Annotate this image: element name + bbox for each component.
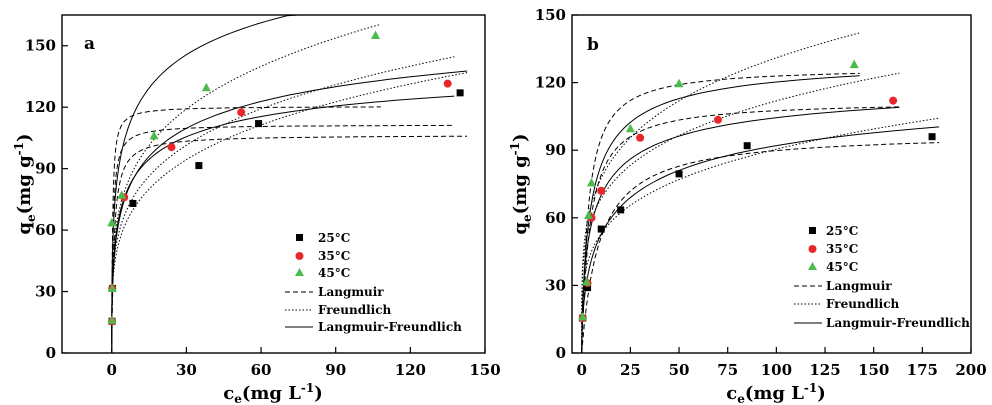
legend-a-label-freundlich: Freundlich <box>318 303 392 317</box>
data-point-35c <box>597 186 606 195</box>
legend-b-label-langmuir: Langmuir <box>826 279 892 293</box>
langmuir-freundlich-fit-curve <box>111 95 455 349</box>
legend-a-label-25: 25°C <box>318 231 350 245</box>
data-point-45c <box>117 190 127 199</box>
legend-a-label-langmuir: Langmuir <box>318 285 384 299</box>
data-point-25c <box>597 225 605 233</box>
legend-b-marker-35 <box>808 245 817 253</box>
data-point-45c <box>149 130 159 140</box>
panel-b-x-axis-label: ce(mg L-1) <box>726 381 826 405</box>
y-tick-label: 120 <box>25 98 56 116</box>
data-point-25c <box>928 133 936 141</box>
data-point-35c <box>889 96 898 105</box>
y-tick-label: 30 <box>35 283 56 301</box>
legend-b-label-freundlich: Freundlich <box>826 297 900 311</box>
legend-b-label-35: 35°C <box>826 242 858 256</box>
x-tick-label: 150 <box>469 361 500 379</box>
x-tick-label: 125 <box>809 361 840 379</box>
data-point-25c <box>617 206 625 214</box>
data-point-45c <box>586 177 596 187</box>
data-point-35c <box>443 79 452 88</box>
y-tick-label: 90 <box>35 160 56 178</box>
data-point-45c <box>371 30 381 39</box>
freundlich-fit-curve <box>581 72 900 335</box>
data-point-45c <box>578 311 588 321</box>
panel-b: b 0 25 50 75 100 125 150 175 200 0 30 60 90 120 150 qe… <box>508 6 987 405</box>
data-point-25c <box>675 170 683 178</box>
freundlich-fit-curve <box>111 72 468 339</box>
data-point-25c <box>195 162 203 170</box>
y-tick-label: 60 <box>35 221 56 239</box>
data-point-35c <box>237 108 246 117</box>
data-point-25c <box>255 120 263 128</box>
data-point-45c <box>107 283 117 292</box>
legend-a-marker-45 <box>295 268 304 276</box>
y-tick-label: 60 <box>545 209 566 227</box>
panel-a-label: a <box>84 34 95 54</box>
legend-b-label-25: 25°C <box>826 224 858 238</box>
panel-b-plot-frame <box>571 14 972 354</box>
y-tick-label: 150 <box>25 37 56 55</box>
x-tick-label: 200 <box>955 361 986 379</box>
x-tick-label: 100 <box>761 361 792 379</box>
y-tick-label: 0 <box>556 344 566 362</box>
panel-b-legend: 25°C 35°C 45°C Langmuir Freundlich Langm… <box>794 224 970 330</box>
legend-b-marker-25 <box>809 227 816 234</box>
x-tick-label: 0 <box>107 361 117 379</box>
legend-a-label-lf: Langmuir-Freundlich <box>318 320 462 334</box>
legend-b-label-45: 45°C <box>826 260 858 274</box>
legend-a-marker-25 <box>296 234 303 241</box>
data-point-45c <box>849 59 859 69</box>
langmuir-freundlich-fit-curve <box>111 14 381 343</box>
x-tick-label: 120 <box>395 361 426 379</box>
y-tick-label: 120 <box>535 74 566 92</box>
data-point-45c <box>107 315 117 324</box>
legend-a-marker-35 <box>295 252 304 260</box>
data-point-45c <box>582 277 592 286</box>
legend-a-label-45: 45°C <box>318 266 350 280</box>
panel-a-x-axis-label: ce(mg L-1) <box>223 381 323 405</box>
data-point-25c <box>129 199 137 207</box>
legend-b-label-lf: Langmuir-Freundlich <box>826 316 970 330</box>
data-point-35c <box>167 143 176 152</box>
legend-b-marker-45 <box>808 262 817 270</box>
x-tick-label: 25 <box>620 361 641 379</box>
data-point-25c <box>584 284 592 292</box>
data-point-45c <box>107 217 117 227</box>
panel-a-y-axis-label: qe(mg g-1) <box>12 133 38 234</box>
x-tick-label: 50 <box>669 361 690 379</box>
panel-a-legend: 25°C 35°C 45°C Langmuir Freundlich Langm… <box>285 231 462 334</box>
y-tick-label: 0 <box>46 344 56 362</box>
panel-b-label: b <box>587 35 599 55</box>
data-point-45c <box>625 123 635 133</box>
y-tick-label: 30 <box>545 276 566 294</box>
data-point-45c <box>584 210 594 220</box>
panel-b-y-axis-label: qe(mg g-1) <box>508 133 534 234</box>
data-point-25c <box>456 89 464 97</box>
legend-a-label-35: 35°C <box>318 249 350 263</box>
x-tick-label: 30 <box>176 361 197 379</box>
langmuir-fit-curve <box>111 124 455 353</box>
data-point-45c <box>201 82 211 92</box>
x-tick-label: 0 <box>577 361 587 379</box>
data-point-25c <box>743 142 751 150</box>
x-tick-label: 75 <box>717 361 738 379</box>
data-point-45c <box>674 78 684 88</box>
freundlich-fit-curve <box>111 56 455 337</box>
data-point-35c <box>636 133 645 142</box>
x-tick-label: 90 <box>325 361 346 379</box>
x-tick-label: 60 <box>251 361 272 379</box>
y-tick-label: 150 <box>535 6 566 24</box>
langmuir-freundlich-fit-curve <box>111 70 468 348</box>
x-tick-label: 150 <box>858 361 889 379</box>
y-tick-label: 90 <box>545 141 566 159</box>
langmuir-freundlich-fit-curve <box>581 75 860 353</box>
panel-a-plot-frame <box>61 14 486 354</box>
data-point-35c <box>713 115 722 124</box>
x-tick-label: 175 <box>907 361 938 379</box>
